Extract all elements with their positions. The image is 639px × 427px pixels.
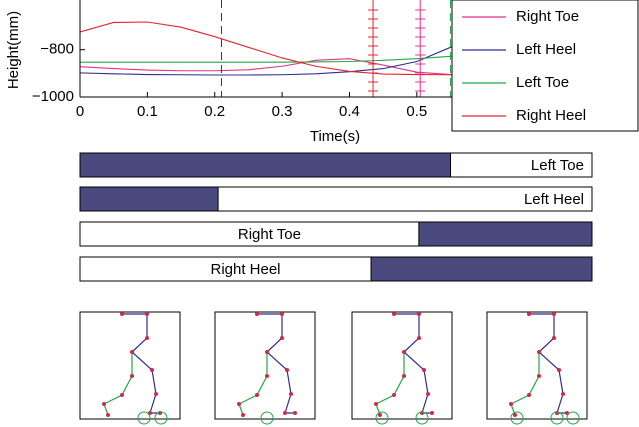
contact-bar (418, 221, 593, 247)
legend-label: Left Heel (516, 41, 576, 58)
x-tick-label: 0.4 (339, 103, 360, 120)
contact-bar (79, 186, 219, 212)
x-tick-label: 0.3 (272, 103, 293, 120)
skeleton (101, 311, 163, 418)
y-tick-label: −800 (40, 41, 74, 58)
legend-box (451, 0, 639, 132)
y-tick-label: −1000 (32, 88, 74, 105)
contact-bar (370, 256, 593, 282)
panel (214, 311, 316, 420)
skeleton (508, 311, 570, 418)
contact-circles (137, 411, 580, 425)
legend-label: Left Toe (516, 74, 569, 91)
panel (486, 311, 588, 420)
legend: Right Toe Left Heel Left Toe Right Heel (451, 0, 639, 132)
contact-label: Right Toe (238, 226, 301, 243)
x-tick-label: 0.5 (406, 103, 427, 120)
legend-label: Right Heel (516, 107, 586, 124)
skeleton-panels (79, 311, 588, 420)
contact-label: Right Heel (210, 261, 280, 278)
x-axis-label: Time(s) (310, 128, 360, 145)
panel (351, 311, 453, 420)
skeleton (236, 311, 298, 418)
legend-label: Right Toe (516, 8, 579, 25)
panel (79, 311, 181, 420)
y-axis-label: Height(mm) (5, 11, 22, 89)
skeleton (373, 311, 435, 418)
contact-label: Left Heel (524, 191, 584, 208)
x-tick-label: 0.2 (204, 103, 225, 120)
x-tick-label: 0 (76, 103, 84, 120)
x-tick-label: 0.1 (137, 103, 158, 120)
contact-bar (79, 152, 452, 178)
contact-label: Left Toe (531, 157, 584, 174)
